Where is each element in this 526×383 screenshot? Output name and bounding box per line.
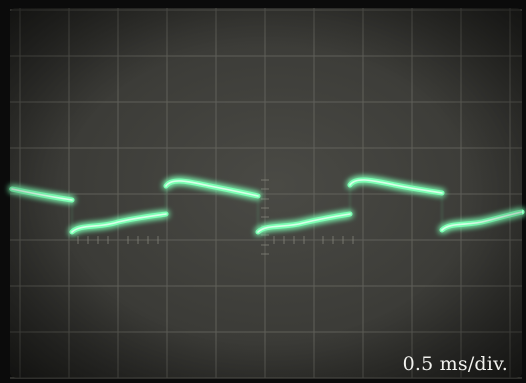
timebase-label: 0.5 ms/div. (402, 353, 508, 375)
screen-vignette (10, 8, 522, 378)
